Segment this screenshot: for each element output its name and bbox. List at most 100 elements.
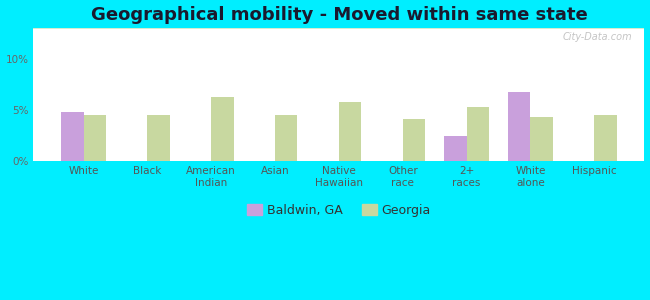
Bar — [33, 28, 644, 29]
Bar — [33, 28, 644, 29]
Bar — [33, 28, 644, 29]
Bar — [33, 28, 644, 29]
Bar — [33, 28, 644, 29]
Bar — [33, 28, 644, 29]
Bar — [33, 28, 644, 29]
Bar — [33, 28, 644, 29]
Bar — [33, 28, 644, 29]
Legend: Baldwin, GA, Georgia: Baldwin, GA, Georgia — [242, 199, 436, 222]
Bar — [33, 28, 644, 29]
Bar — [33, 28, 644, 29]
Bar — [33, 28, 644, 29]
Bar — [33, 28, 644, 29]
Bar — [33, 28, 644, 29]
Bar — [33, 28, 644, 29]
Bar — [33, 28, 644, 29]
Bar — [33, 28, 644, 29]
Bar — [33, 28, 644, 29]
Bar — [33, 28, 644, 29]
Bar — [33, 28, 644, 29]
Bar — [467, 107, 489, 161]
Bar — [33, 28, 644, 29]
Bar — [33, 28, 644, 29]
Bar — [33, 28, 644, 29]
Bar — [33, 28, 644, 29]
Bar — [33, 28, 644, 29]
Bar — [33, 28, 644, 29]
Bar — [33, 28, 644, 29]
Bar — [84, 115, 106, 161]
Bar — [33, 28, 644, 29]
Text: City-Data.com: City-Data.com — [563, 32, 632, 42]
Bar — [33, 28, 644, 29]
Bar — [61, 112, 84, 161]
Bar — [33, 28, 644, 29]
Bar — [33, 28, 644, 29]
Bar — [33, 28, 644, 29]
Bar — [33, 28, 644, 29]
Bar — [33, 28, 644, 29]
Bar — [33, 28, 644, 29]
Bar — [33, 28, 644, 29]
Bar — [33, 28, 644, 29]
Bar — [33, 28, 644, 29]
Bar — [33, 28, 644, 29]
Bar — [33, 28, 644, 29]
Bar — [33, 28, 644, 29]
Bar — [33, 28, 644, 29]
Bar — [33, 28, 644, 29]
Bar — [211, 97, 233, 161]
Bar — [33, 28, 644, 29]
Bar — [33, 28, 644, 29]
Bar — [33, 28, 644, 29]
Bar — [508, 92, 530, 161]
Bar — [33, 28, 644, 29]
Bar — [33, 28, 644, 29]
Bar — [33, 28, 644, 29]
Bar — [33, 28, 644, 29]
Bar — [33, 28, 644, 29]
Bar — [33, 28, 644, 29]
Bar — [33, 28, 644, 29]
Bar — [33, 28, 644, 29]
Bar — [33, 28, 644, 29]
Bar — [33, 28, 644, 29]
Bar — [33, 28, 644, 29]
Bar — [33, 28, 644, 29]
Bar — [33, 28, 644, 29]
Bar — [445, 136, 467, 161]
Bar — [33, 28, 644, 29]
Bar — [33, 28, 644, 29]
Bar — [33, 28, 644, 29]
Bar — [33, 28, 644, 29]
Bar — [33, 28, 644, 29]
Bar — [33, 28, 644, 29]
Bar — [33, 28, 644, 29]
Bar — [33, 28, 644, 29]
Bar — [33, 28, 644, 29]
Bar — [33, 28, 644, 29]
Title: Geographical mobility - Moved within same state: Geographical mobility - Moved within sam… — [90, 6, 588, 24]
Bar — [33, 28, 644, 29]
Bar — [33, 28, 644, 29]
Bar — [33, 28, 644, 29]
Bar — [33, 28, 644, 29]
Bar — [33, 28, 644, 29]
Bar — [33, 28, 644, 29]
Bar — [594, 115, 617, 161]
Bar — [33, 28, 644, 29]
Bar — [33, 28, 644, 29]
Bar — [33, 28, 644, 29]
Bar — [33, 28, 644, 29]
Bar — [339, 102, 361, 161]
Bar — [33, 28, 644, 29]
Bar — [33, 28, 644, 29]
Bar — [33, 28, 644, 29]
Bar — [33, 28, 644, 29]
Bar — [33, 28, 644, 29]
Bar — [33, 28, 644, 29]
Bar — [33, 28, 644, 29]
Bar — [33, 28, 644, 29]
Bar — [33, 28, 644, 29]
Bar — [33, 28, 644, 29]
